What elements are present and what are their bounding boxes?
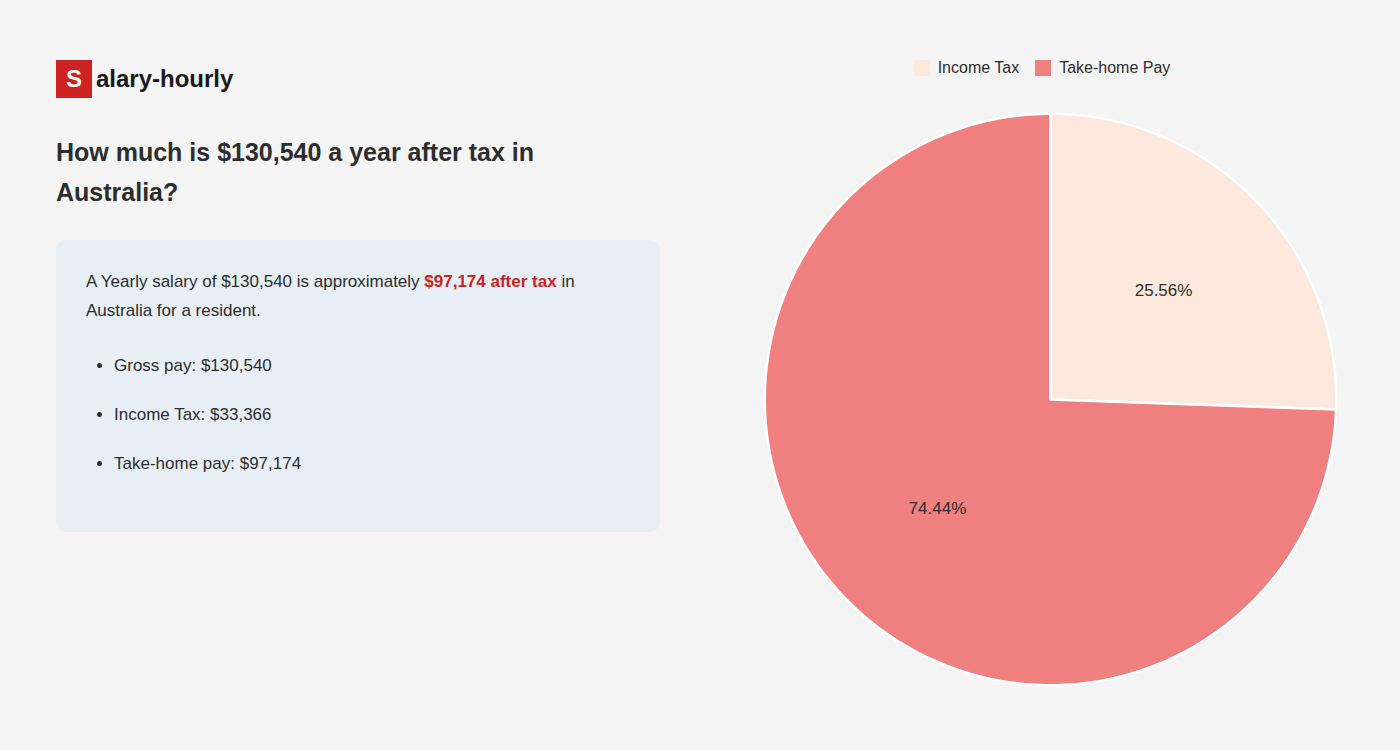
svg-text:25.56%: 25.56%: [1135, 280, 1193, 299]
html-text:Gross pay: $130,540: Gross pay: $130,540: [114, 355, 272, 375]
html-text:Income Tax: $33,366: Income Tax: $33,366: [114, 404, 272, 424]
html-text:alary-hourly: alary-hourly: [96, 65, 234, 92]
html-text:S: S: [66, 65, 82, 92]
html-text:How much is $130,540 a year af: How much is $130,540 a year after tax in…: [56, 138, 534, 206]
html-text:A Yearly salary of $130,540 is: A Yearly salary of $130,540 is approxima…: [86, 272, 575, 320]
html-text:Take-home pay: $97,174: Take-home pay: $97,174: [114, 453, 302, 473]
html-text:Take-home Pay: Take-home Pay: [1059, 59, 1171, 76]
svg-text:74.44%: 74.44%: [909, 499, 967, 518]
html-text:Income Tax: Income Tax: [937, 59, 1020, 76]
